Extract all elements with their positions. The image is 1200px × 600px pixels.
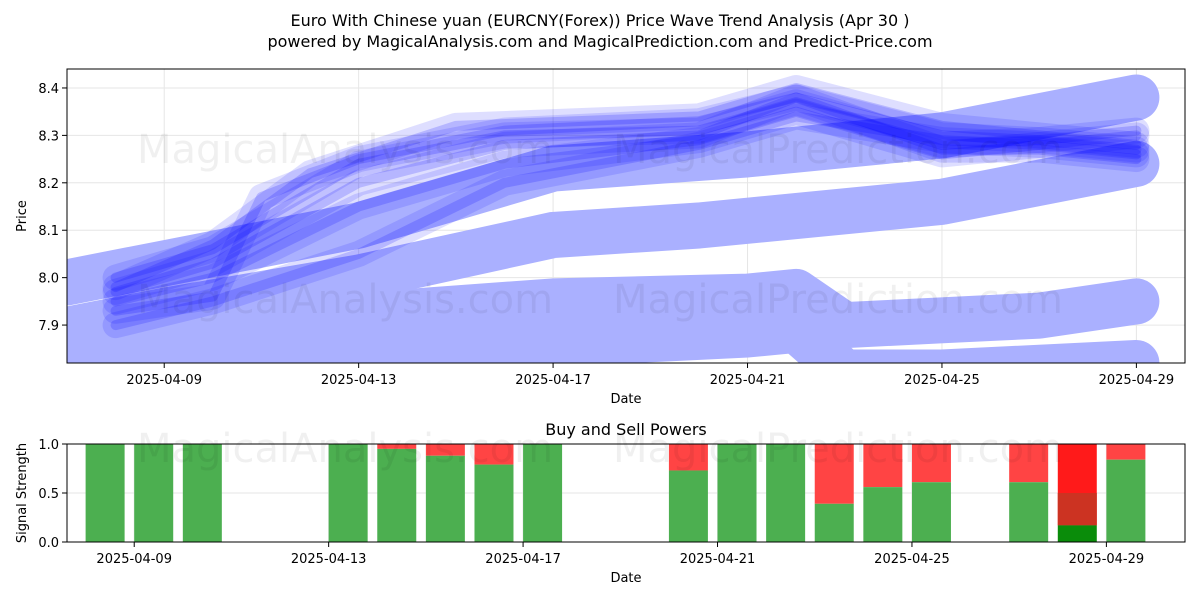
price-band-3: [67, 268, 1160, 358]
price-x-ticks: 2025-04-09 2025-04-13 2025-04-17 2025-04-21…: [126, 363, 1174, 388]
sell-bar: [668, 444, 708, 471]
price-y-tick-label: 8.3: [38, 129, 59, 144]
price-y-ticks: 7.9 8.0 8.1 8.2 8.3 8.4: [38, 82, 67, 334]
price-panel: MagicalAnalysis.com MagicalPrediction.co…: [15, 68, 1186, 407]
sell-bar-overlap: [1057, 493, 1097, 526]
price-wave-line-5: [110, 111, 1142, 331]
signal-y-tick-label: 0.0: [38, 536, 59, 551]
signal-x-tick-label: 2025-04-21: [680, 552, 756, 567]
signal-y-tick-label: 1.0: [38, 438, 59, 453]
signal-y-tick-label: 0.5: [38, 487, 59, 502]
buy-bar: [328, 444, 368, 542]
sell-bar: [863, 444, 903, 488]
price-x-tick-label: 2025-04-17: [515, 373, 591, 388]
price-x-label: Date: [610, 392, 641, 407]
price-y-tick-label: 8.1: [38, 224, 59, 239]
price-wave-band-1: [102, 89, 1150, 291]
sell-bar: [377, 444, 417, 449]
signal-x-tick-label: 2025-04-13: [291, 552, 367, 567]
price-bands: [67, 74, 1160, 363]
buy-bar: [1057, 525, 1097, 542]
watermark-analysis-top: MagicalAnalysis.com: [137, 127, 553, 173]
watermark-analysis-mid: MagicalAnalysis.com: [137, 277, 553, 323]
buy-bar: [523, 444, 563, 542]
buy-bar: [717, 444, 757, 542]
buy-bar: [668, 470, 708, 542]
price-band-4: [67, 306, 1160, 363]
sell-bar: [1009, 444, 1049, 483]
buy-bar: [182, 444, 222, 542]
buy-bar: [377, 448, 417, 542]
sell-bar: [425, 444, 465, 456]
buy-bar: [425, 455, 465, 542]
buy-bar: [766, 444, 806, 542]
price-y-tick-label: 8.2: [38, 177, 59, 192]
signal-x-tick-label: 2025-04-25: [874, 552, 950, 567]
price-y-tick-label: 8.4: [38, 82, 59, 97]
signal-panel: Buy and Sell Powers MagicalAnalysis.com …: [15, 420, 1186, 586]
watermark-analysis-bottom: MagicalAnalysis.com: [137, 426, 553, 472]
price-x-tick-label: 2025-04-13: [321, 373, 397, 388]
price-y-tick-label: 7.9: [38, 319, 59, 334]
sell-bar: [474, 444, 514, 465]
price-wave-band-3: [102, 98, 1150, 315]
signal-x-ticks: 2025-04-09 2025-04-13 2025-04-17 2025-04-21…: [96, 542, 1144, 567]
price-plot-frame: [66, 68, 1186, 364]
watermark-prediction-mid: MagicalPrediction.com: [613, 277, 1063, 323]
price-x-tick-label: 2025-04-25: [904, 373, 980, 388]
price-wave-line-6: [110, 83, 1142, 293]
signal-x-tick-label: 2025-04-29: [1069, 552, 1145, 567]
buy-bar: [863, 487, 903, 542]
signal-x-tick-label: 2025-04-17: [485, 552, 561, 567]
buy-bar: [1106, 459, 1146, 542]
price-wave-band-6: [102, 75, 1150, 301]
price-wave-lines: [102, 75, 1150, 339]
watermark-prediction-top: MagicalPrediction.com: [613, 127, 1063, 173]
chart-title: Euro With Chinese yuan (EURCNY(Forex)) P…: [291, 11, 910, 30]
watermark-prediction-bottom: MagicalPrediction.com: [613, 426, 1063, 472]
buy-bar: [85, 444, 125, 542]
sell-bar: [814, 444, 854, 504]
price-wave-band-5: [102, 103, 1150, 339]
price-x-tick-label: 2025-04-09: [126, 373, 202, 388]
buy-bar: [1009, 482, 1049, 542]
price-wave-line-1: [110, 97, 1142, 283]
price-wave-line-4: [110, 92, 1142, 316]
chart-subtitle: powered by MagicalAnalysis.com and Magic…: [267, 32, 932, 51]
signal-y-label: Signal Strength: [15, 443, 30, 543]
sell-bar: [911, 444, 951, 483]
signal-bars: [85, 444, 1146, 542]
price-y-label: Price: [15, 200, 30, 232]
price-band-1: [67, 74, 1160, 306]
buy-bar: [911, 482, 951, 542]
signal-y-ticks: 0.0 0.5 1.0: [38, 438, 67, 551]
price-wave-line-2: [110, 92, 1142, 297]
price-wave-band-2: [102, 84, 1150, 305]
buy-bar: [474, 464, 514, 542]
price-wave-band-4: [102, 84, 1150, 324]
price-y-tick-label: 8.0: [38, 272, 59, 287]
buy-bar: [134, 444, 174, 542]
price-x-tick-label: 2025-04-21: [710, 373, 786, 388]
buy-bar: [814, 503, 854, 542]
signal-x-label: Date: [610, 571, 641, 586]
signal-title: Buy and Sell Powers: [545, 420, 707, 439]
price-wave-line-3: [110, 106, 1142, 307]
signal-x-tick-label: 2025-04-09: [96, 552, 172, 567]
price-x-tick-label: 2025-04-29: [1099, 373, 1175, 388]
sell-bar: [1106, 444, 1146, 460]
